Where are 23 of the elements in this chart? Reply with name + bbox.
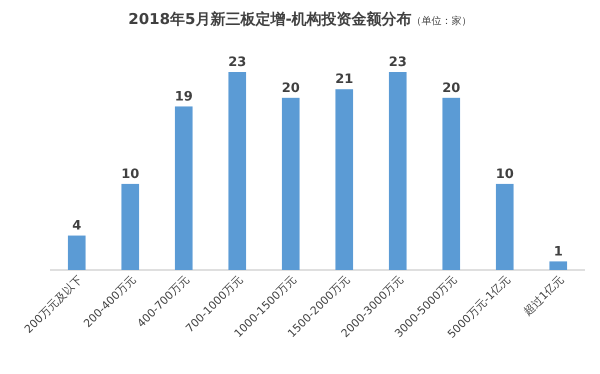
data-label: 20: [442, 80, 460, 96]
bar: [228, 72, 246, 270]
data-label: 4: [72, 218, 82, 234]
data-label: 1: [554, 244, 563, 260]
bar: [174, 106, 193, 270]
data-label: 20: [282, 80, 300, 96]
bar: [496, 184, 514, 270]
data-label: 21: [335, 72, 354, 88]
bar: [68, 236, 86, 270]
data-label: 23: [388, 55, 407, 70]
bar: [442, 98, 460, 270]
bar: [282, 98, 300, 270]
x-tick-label: 超过1亿元: [521, 272, 566, 318]
chart-subtitle: （单位：家）: [412, 15, 472, 27]
data-label: 10: [496, 166, 514, 182]
bar: [121, 184, 140, 270]
bar: [335, 89, 354, 270]
data-label: 10: [121, 166, 140, 182]
data-label: 19: [174, 89, 193, 104]
chart-title: 2018年5月新三板定增-机构投资金额分布: [128, 10, 412, 28]
bar: [549, 261, 568, 270]
bar: [388, 72, 407, 270]
data-label: 23: [228, 55, 246, 70]
